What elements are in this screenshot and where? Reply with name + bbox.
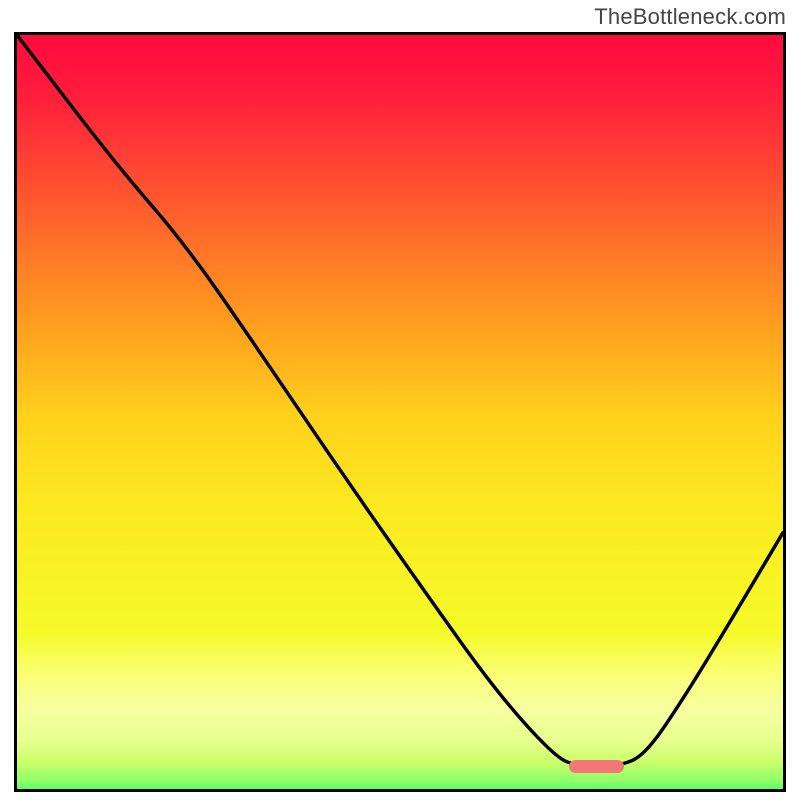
optimal-marker — [569, 760, 624, 774]
chart-curve — [17, 35, 783, 789]
watermark-text: TheBottleneck.com — [594, 4, 786, 30]
chart-frame — [14, 32, 786, 792]
